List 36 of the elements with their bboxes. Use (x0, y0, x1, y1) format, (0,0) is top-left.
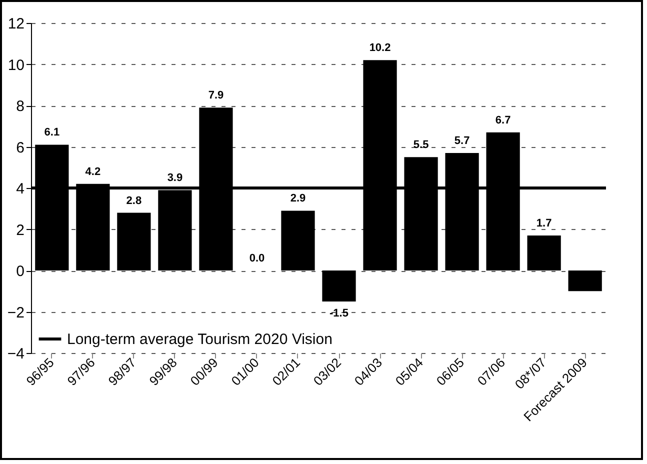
y-tick-label: 8 (16, 98, 24, 115)
y-tick-label: 12 (8, 16, 24, 32)
bar (322, 270, 356, 302)
data-label: 2.8 (126, 194, 142, 207)
data-label: 5.7 (454, 134, 470, 147)
data-label: 6.1 (44, 126, 60, 139)
bar (568, 270, 602, 292)
bar (445, 152, 479, 270)
y-tick-label: 2 (16, 222, 24, 239)
data-label: 3.9 (167, 172, 183, 184)
data-label: 5.5 (413, 139, 429, 152)
bar (527, 235, 561, 270)
bar (404, 157, 438, 270)
data-label: 6.7 (495, 114, 511, 126)
y-tick-label: 0 (16, 263, 24, 280)
bar (281, 210, 315, 270)
bar (76, 184, 110, 270)
bar (158, 190, 192, 270)
bar (35, 144, 69, 270)
data-label: 0.0 (249, 252, 265, 264)
data-label: 7.9 (208, 90, 224, 102)
y-tick-label: 6 (16, 139, 24, 156)
y-tick-label: −4 (7, 346, 24, 362)
data-label: 2.9 (290, 192, 306, 205)
legend-label: Long-term average Tourism 2020 Vision (67, 331, 332, 348)
y-tick-label: 4 (16, 180, 24, 198)
bar (363, 60, 397, 270)
y-tick-label: −2 (7, 304, 24, 322)
data-label: 1.7 (536, 217, 552, 230)
bar (117, 212, 151, 270)
bar (486, 132, 520, 270)
data-label: -1.5 (330, 307, 348, 320)
bar (199, 108, 233, 270)
data-label: 4.2 (85, 166, 101, 178)
data-label: 10.2 (369, 42, 391, 54)
y-tick-label: 10 (8, 56, 24, 74)
